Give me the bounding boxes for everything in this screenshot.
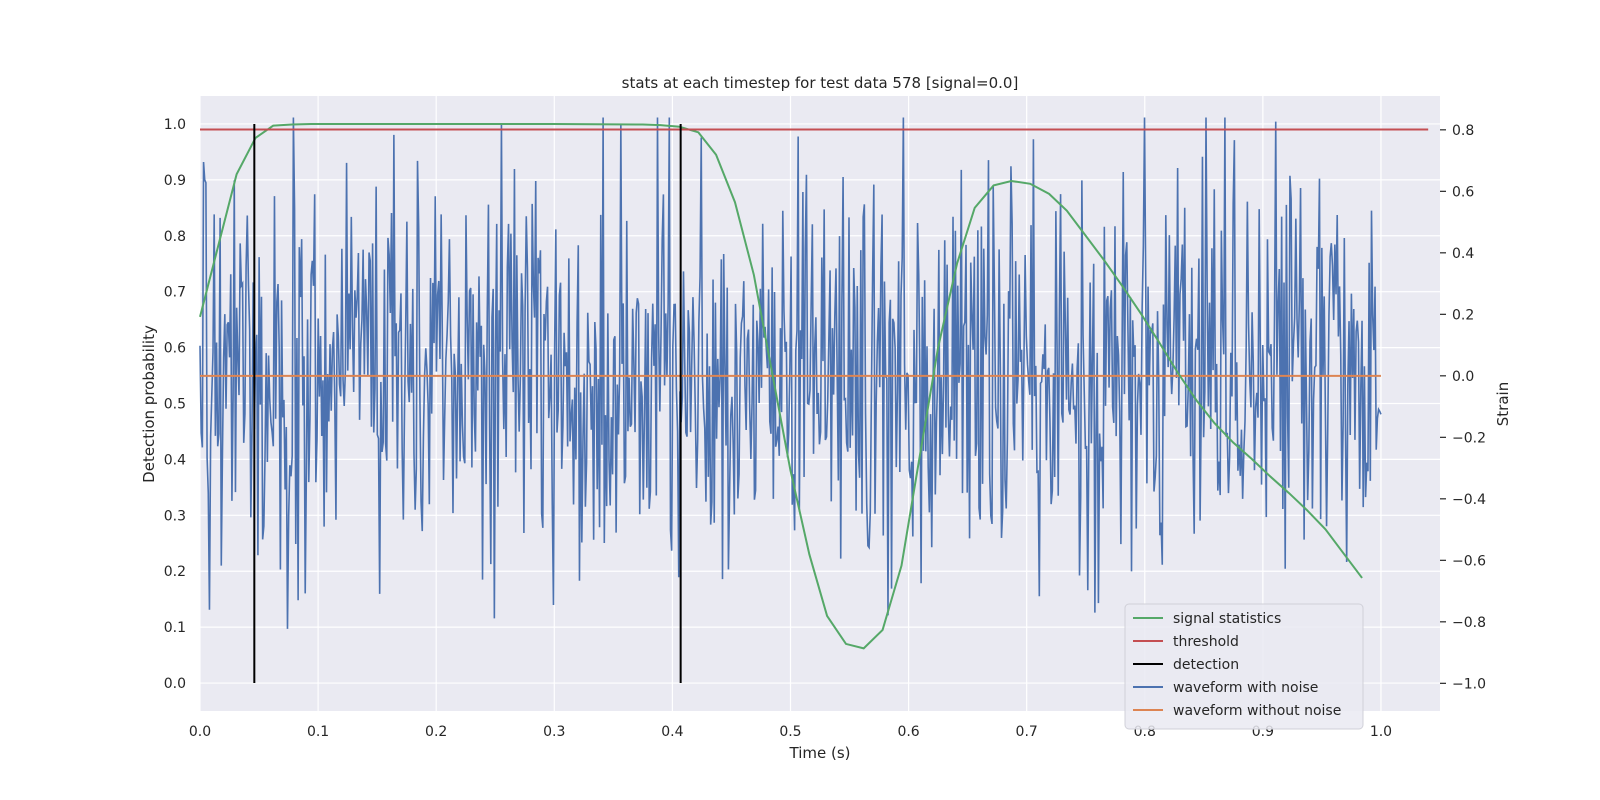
x-tick-label: 0.6 [897,724,919,740]
right-y-tick-label: 0.0 [1452,369,1474,385]
y-tick-label: 0.2 [164,564,186,580]
y-tick-label: 0.1 [164,620,186,636]
y-axis-ticks: 0.0 0.1 0.2 0.3 0.4 0.5 0.6 0.7 0.8 0.9 1.0 [164,117,186,692]
y-tick-label: 0.4 [164,452,186,468]
x-tick-label: 0.7 [1016,724,1038,740]
right-y-tick-label: −0.6 [1452,553,1486,569]
legend-label: threshold [1173,634,1239,650]
series-signal-statistics [199,122,1363,650]
y-axis-label: Detection probability [140,325,158,483]
y-tick-label: 0.8 [164,229,186,245]
right-y-axis-label: Strain [1494,382,1512,426]
legend-label: detection [1173,657,1239,673]
right-y-tick-label: −0.8 [1452,615,1486,631]
x-tick-label: 0.2 [425,724,447,740]
right-y-axis-ticks: −1.0 −0.8 −0.6 −0.4 −0.2 0.0 0.2 0.4 0.6 0.8 [1440,123,1486,692]
chart-title: stats at each timestep for test data 578… [622,74,1019,92]
right-y-tick-label: −0.2 [1452,430,1486,446]
y-tick-label: 0.9 [164,173,186,189]
y-tick-label: 0.6 [164,341,186,357]
x-axis-label: Time (s) [789,744,851,762]
right-y-tick-label: 0.2 [1452,307,1474,323]
x-tick-label: 0.0 [189,724,211,740]
series-waveform-with-noise [199,117,1382,629]
x-tick-label: 0.1 [307,724,329,740]
x-tick-label: 0.4 [661,724,683,740]
x-tick-label: 0.5 [779,724,801,740]
legend-label: signal statistics [1173,611,1281,627]
y-tick-label: 0.3 [164,508,186,524]
legend-box [1124,603,1364,730]
y-tick-label: 0.5 [164,397,186,413]
right-y-tick-label: −1.0 [1452,676,1486,692]
right-y-tick-label: 0.6 [1452,184,1474,200]
y-tick-label: 1.0 [164,117,186,133]
right-y-tick-label: 0.8 [1452,123,1474,139]
legend-label: waveform without noise [1173,703,1341,719]
x-tick-label: 0.3 [543,724,565,740]
legend-label: waveform with noise [1173,680,1318,696]
y-tick-label: 0.0 [164,676,186,692]
right-y-tick-label: 0.4 [1452,246,1474,262]
legend: signal statistics threshold detection wavef… [1124,603,1364,730]
x-tick-label: 1.0 [1370,724,1392,740]
right-y-tick-label: −0.4 [1452,492,1486,508]
series-layer [199,117,1429,684]
y-tick-label: 0.7 [164,285,186,301]
